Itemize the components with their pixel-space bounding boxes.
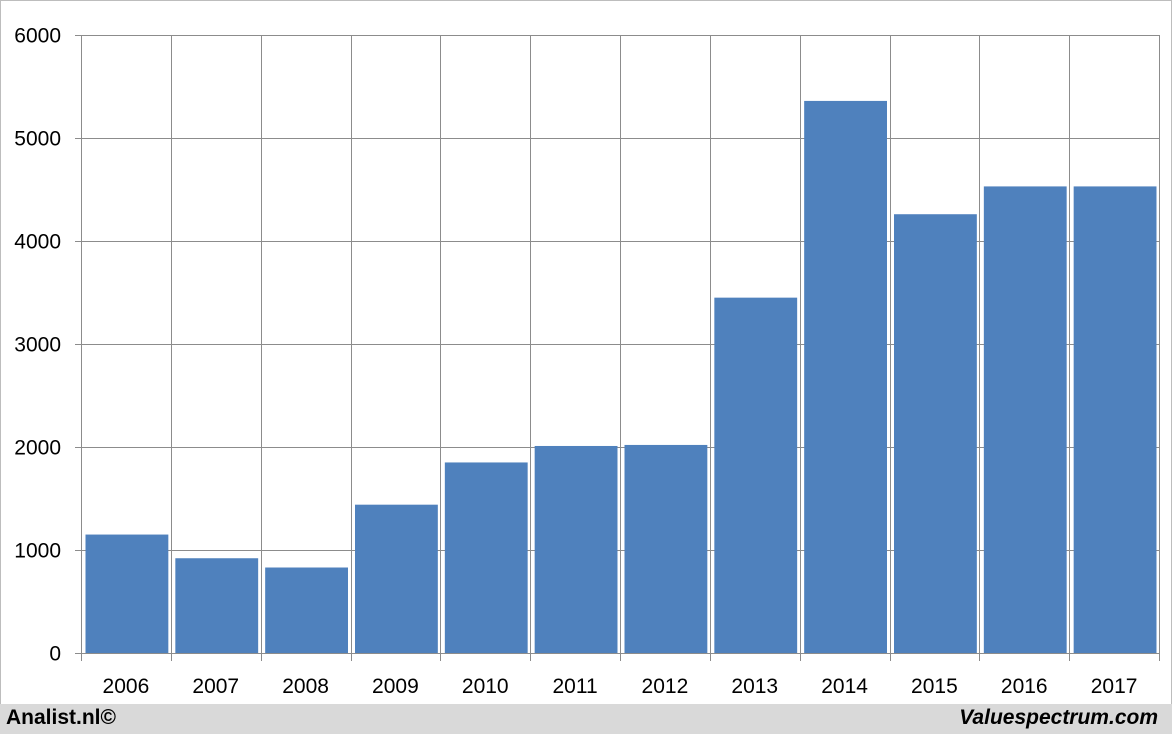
bar-2010 xyxy=(444,462,528,653)
bar-2007 xyxy=(175,558,259,653)
bar-2016 xyxy=(983,186,1067,653)
x-axis-ticks: 2006 2007 2008 2009 2010 2011 2012 2013 2014 2015… xyxy=(103,675,1138,698)
bar-2017 xyxy=(1073,186,1157,653)
x-tick-label: 2007 xyxy=(192,675,239,698)
x-tick-label: 2012 xyxy=(642,675,689,698)
y-tick-label: 1000 xyxy=(14,540,61,563)
bar-2008 xyxy=(265,567,348,653)
x-tick-label: 2017 xyxy=(1091,675,1138,698)
footer-right-credit: Valuespectrum.com xyxy=(959,706,1158,729)
bar-2015 xyxy=(894,214,977,653)
y-tick-label: 4000 xyxy=(14,231,61,254)
y-tick-label: 6000 xyxy=(14,25,61,48)
x-tick-label: 2009 xyxy=(372,675,419,698)
y-tick-label: 5000 xyxy=(14,128,61,151)
y-tick-label: 3000 xyxy=(14,334,61,357)
chart-area: 0 1000 2000 3000 4000 5000 6000 2006 2007 2008 20… xyxy=(0,0,1172,706)
bars xyxy=(85,100,1157,654)
x-tick-label: 2016 xyxy=(1001,675,1048,698)
x-tick-label: 2010 xyxy=(462,675,509,698)
x-tick-label: 2015 xyxy=(911,675,958,698)
bar-2009 xyxy=(355,504,438,653)
x-tick-label: 2006 xyxy=(103,675,150,698)
x-tick-label: 2011 xyxy=(552,675,597,698)
footer-bar: Analist.nl© Valuespectrum.com xyxy=(0,704,1172,734)
footer-left-credit: Analist.nl© xyxy=(6,706,116,729)
x-tick-label: 2013 xyxy=(731,675,778,698)
bar-2012 xyxy=(624,444,708,653)
x-tick-label: 2014 xyxy=(821,675,868,698)
y-tick-label: 0 xyxy=(49,643,61,666)
bar-2011 xyxy=(534,445,618,653)
bar-2014 xyxy=(804,100,887,654)
bar-2006 xyxy=(85,534,169,653)
bar-2013 xyxy=(714,297,798,653)
gridlines xyxy=(75,35,1160,661)
y-tick-label: 2000 xyxy=(14,437,61,460)
y-axis-ticks: 0 1000 2000 3000 4000 5000 6000 xyxy=(14,25,61,666)
x-tick-label: 2008 xyxy=(282,675,329,698)
